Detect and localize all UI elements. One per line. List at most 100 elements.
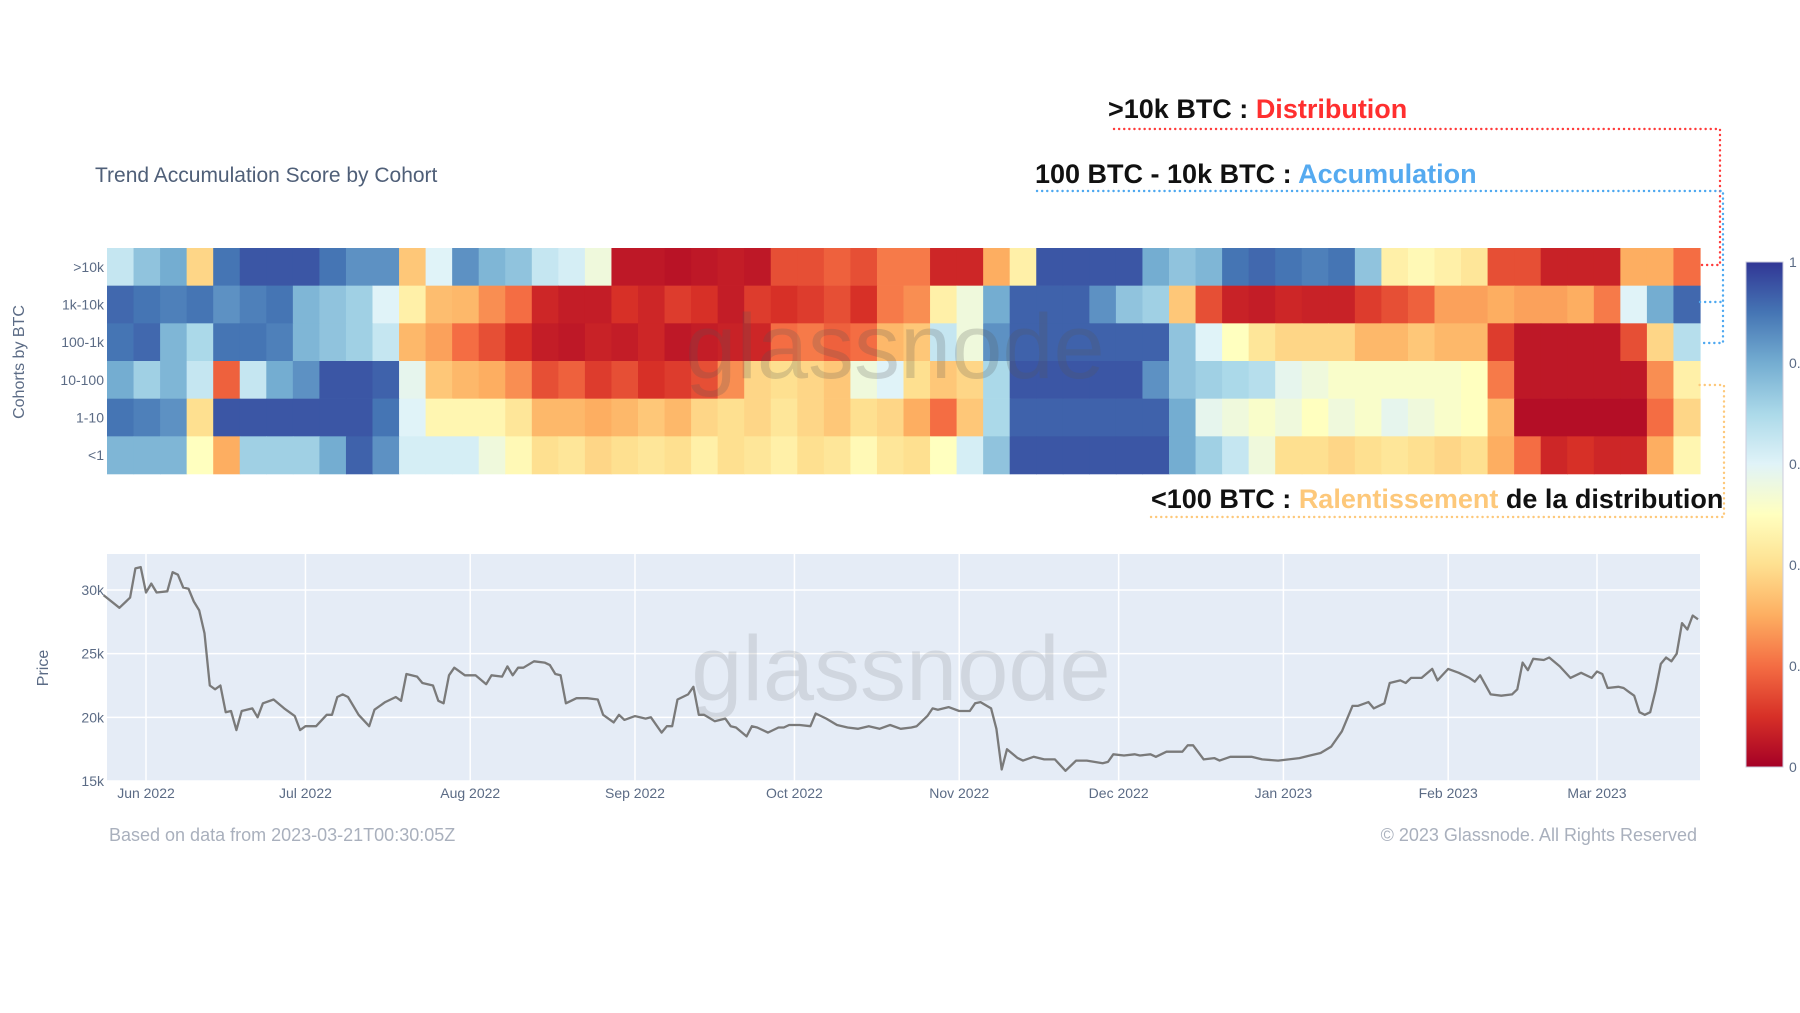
heatmap-cell xyxy=(478,436,506,475)
heatmap-cell xyxy=(1434,248,1462,286)
heatmap-cell xyxy=(1301,436,1329,475)
annotation-slowdown: <100 BTC : Ralentissement de la distribu… xyxy=(1151,484,1723,515)
heatmap-y-tick-label: <1 xyxy=(88,447,104,463)
heatmap-cell xyxy=(850,436,878,475)
heatmap-cell xyxy=(1062,248,1090,286)
heatmap-cell xyxy=(983,285,1011,324)
heatmap-cell xyxy=(1275,285,1303,324)
heatmap-cell xyxy=(399,361,427,399)
heatmap-cell xyxy=(1461,361,1489,399)
heatmap-cell xyxy=(1036,361,1064,399)
heatmap-cell xyxy=(744,323,772,362)
heatmap-cell xyxy=(1407,398,1436,437)
heatmap-cell xyxy=(239,436,267,475)
heatmap-cell xyxy=(133,323,161,362)
heatmap-cell xyxy=(823,436,851,475)
heatmap-cell xyxy=(1514,436,1542,475)
heatmap-cell xyxy=(452,323,480,362)
heatmap-cell xyxy=(213,323,241,362)
heatmap-cell xyxy=(425,436,453,475)
heatmap-cell xyxy=(1407,361,1436,399)
heatmap-y-tick-label: >10k xyxy=(73,259,105,275)
heatmap-cell xyxy=(1169,323,1197,362)
heatmap-cell xyxy=(983,436,1011,475)
heatmap-cell xyxy=(1461,285,1489,324)
heatmap-cell xyxy=(213,285,241,324)
heatmap-cell xyxy=(239,398,267,437)
heatmap-cell xyxy=(1407,436,1436,475)
heatmap-cell xyxy=(1407,323,1436,362)
heatmap-cell xyxy=(558,398,586,437)
heatmap-cell xyxy=(213,248,241,286)
heatmap-cell xyxy=(797,398,825,437)
heatmap-cell xyxy=(850,285,878,324)
data-timestamp: Based on data from 2023-03-21T00:30:05Z xyxy=(109,825,456,845)
colorbar-tick-labels: 1 0.8 0.6 0.4 0.2 0 xyxy=(1789,254,1800,775)
heatmap-cell xyxy=(1673,361,1701,399)
heatmap-cell xyxy=(1115,436,1144,475)
heatmap-cell xyxy=(186,285,214,324)
colorbar-tick-label: 0.8 xyxy=(1789,355,1800,371)
heatmap-cell xyxy=(1540,436,1568,475)
heatmap-cell xyxy=(107,285,135,324)
heatmap-cell xyxy=(584,285,613,324)
heatmap-cell xyxy=(1673,436,1701,475)
heatmap-cell xyxy=(1169,285,1197,324)
heatmap-cell xyxy=(1646,285,1675,324)
heatmap-cell xyxy=(1195,285,1223,324)
price-x-tick-label: Feb 2023 xyxy=(1419,785,1478,801)
heatmap-cell xyxy=(744,361,772,399)
heatmap-cell xyxy=(850,361,878,399)
heatmap-cell xyxy=(664,361,692,399)
heatmap-cell xyxy=(1461,398,1489,437)
heatmap-cell xyxy=(1142,285,1170,324)
price-y-tick-label: 25k xyxy=(81,646,105,662)
heatmap-cell xyxy=(399,436,427,475)
heatmap-cell xyxy=(903,361,931,399)
annotation-prefix: <100 BTC : xyxy=(1151,484,1299,514)
heatmap-cell xyxy=(717,285,745,324)
heatmap-cell xyxy=(452,436,480,475)
heatmap-cell xyxy=(1115,323,1144,362)
heatmap-cell xyxy=(1328,323,1356,362)
heatmap-cell xyxy=(691,361,719,399)
heatmap-cell xyxy=(558,323,586,362)
heatmap-cell xyxy=(1301,323,1329,362)
heatmap-cell xyxy=(425,398,453,437)
heatmap-cell xyxy=(160,436,188,475)
heatmap-cell xyxy=(1540,248,1568,286)
heatmap-cell xyxy=(1354,285,1382,324)
heatmap-cell xyxy=(1487,436,1515,475)
heatmap-y-tick-labels: >10k 1k-10k 100-1k 10-100 1-10 <1 xyxy=(60,259,105,463)
heatmap-cell xyxy=(797,285,825,324)
heatmap-cell xyxy=(956,323,984,362)
heatmap-cell xyxy=(584,248,613,286)
colorbar-tick-label: 0 xyxy=(1789,759,1797,775)
heatmap-cell xyxy=(292,398,320,437)
heatmap-cell xyxy=(956,398,984,437)
heatmap-cell xyxy=(903,323,931,362)
heatmap-cell xyxy=(531,436,559,475)
price-line xyxy=(102,565,1699,772)
price-x-tick-label: Nov 2022 xyxy=(929,785,989,801)
heatmap-cell xyxy=(876,323,905,362)
heatmap-cell xyxy=(1646,398,1675,437)
heatmap-cell xyxy=(478,323,506,362)
colorbar xyxy=(1745,261,1784,768)
colorbar-tick-label: 0.2 xyxy=(1789,658,1800,674)
heatmap-cell xyxy=(319,323,347,362)
heatmap-cell xyxy=(1089,361,1117,399)
heatmap-cell xyxy=(584,323,613,362)
heatmap-cell xyxy=(664,248,692,286)
heatmap-cell xyxy=(744,248,772,286)
heatmap-cell xyxy=(744,398,772,437)
heatmap-cell xyxy=(1646,323,1675,362)
heatmap-cell xyxy=(1540,361,1568,399)
heatmap-cell xyxy=(1248,248,1276,286)
heatmap-cell xyxy=(1487,398,1515,437)
heatmap-cell xyxy=(1487,323,1515,362)
heatmap-cell xyxy=(983,248,1011,286)
heatmap-cell xyxy=(292,323,320,362)
heatmap-cell xyxy=(319,361,347,399)
heatmap-cell xyxy=(1620,361,1648,399)
